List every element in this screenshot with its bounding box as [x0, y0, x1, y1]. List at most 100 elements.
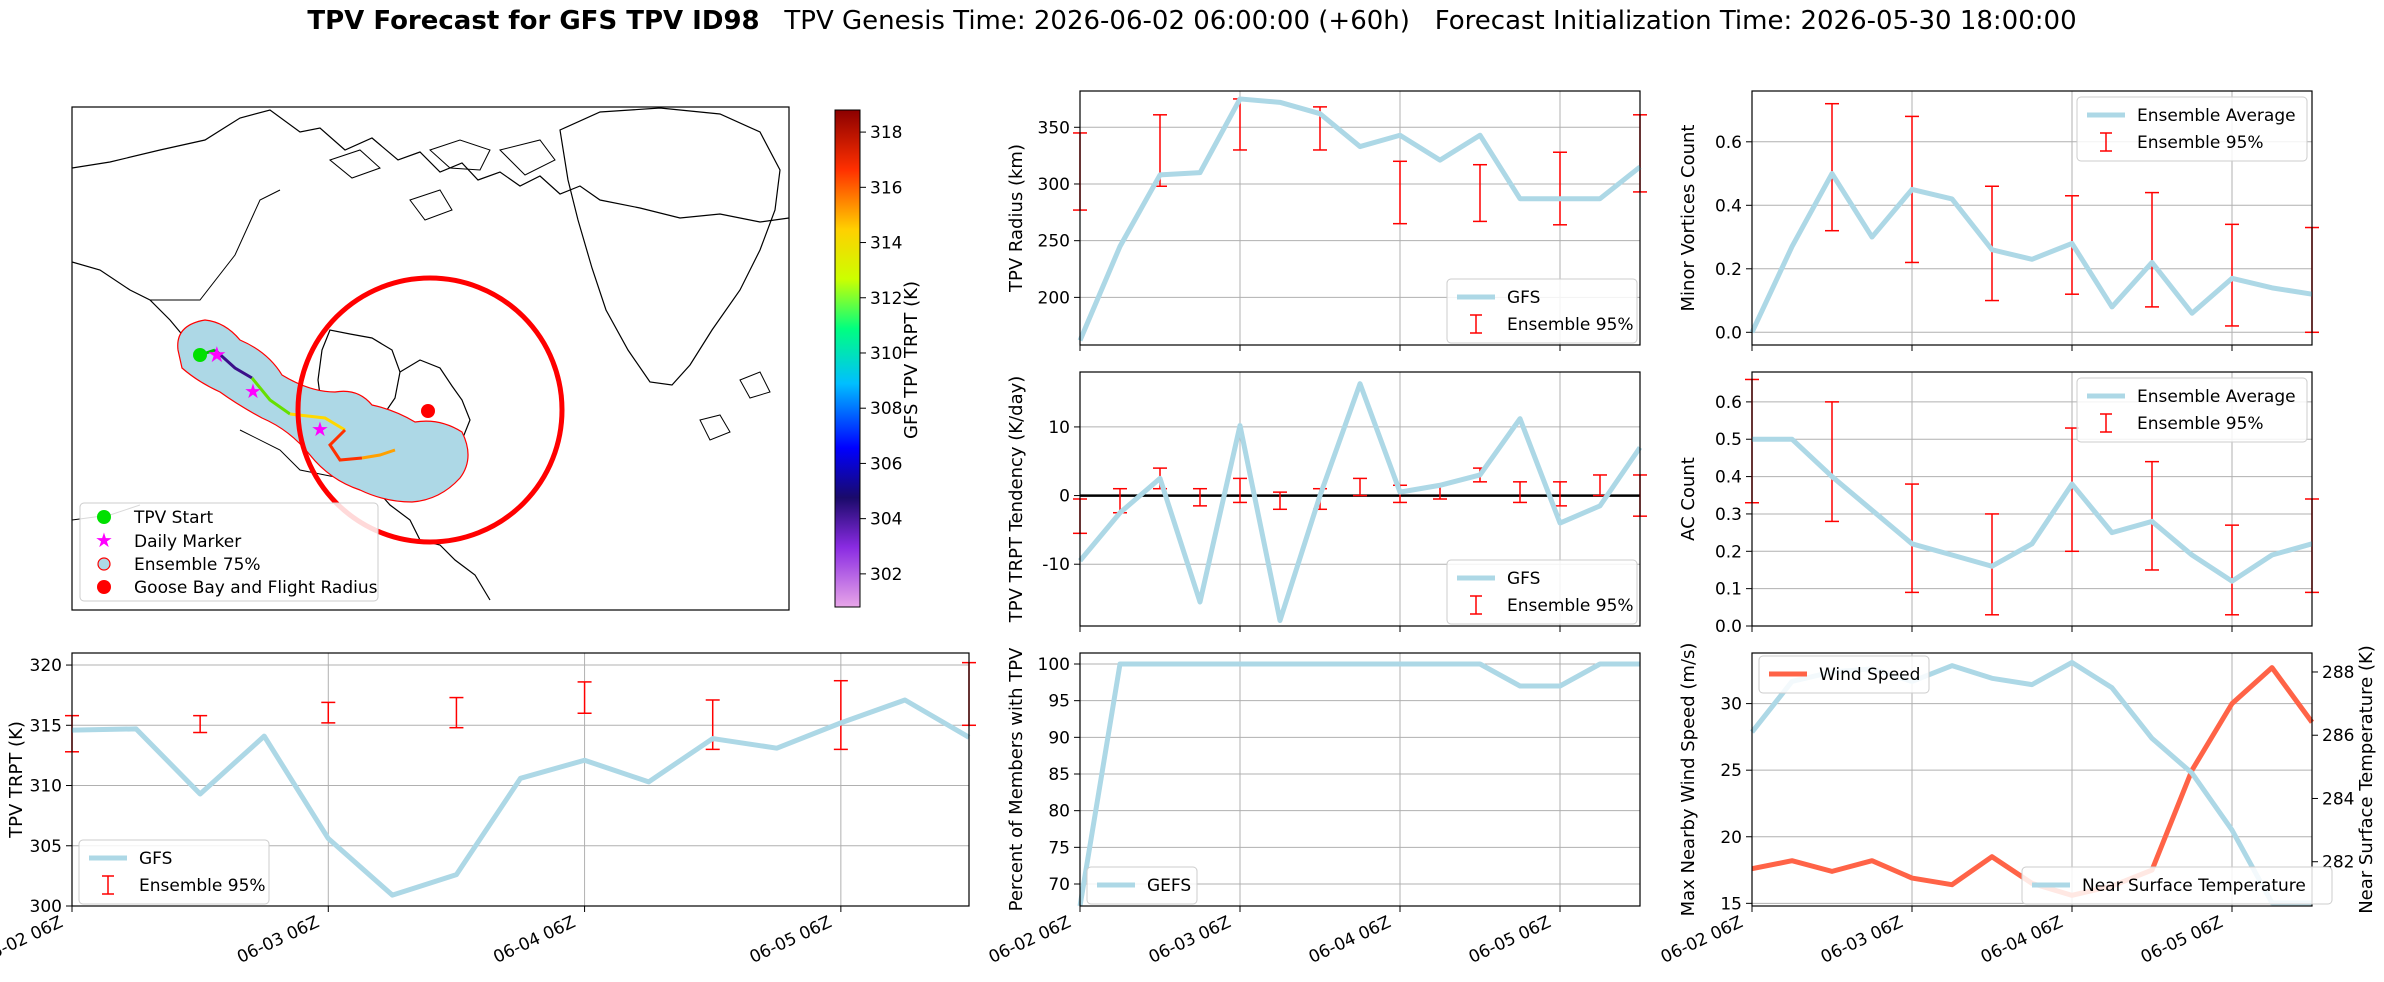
legend-label-wind-0: Near Surface Temperature [2082, 876, 2306, 896]
legend-label-tendency-0: GFS [1507, 569, 1540, 589]
colorbar-label: GFS TPV TRPT (K) [901, 281, 922, 439]
ytick-label-ac-0: 0.0 [1715, 617, 1742, 637]
legend-box [1086, 866, 1198, 905]
chart-radius: 200 250 300 350 TPV Radius (km) GFS Ensemble 9… [1006, 90, 1647, 351]
xtick-label-members-1: 06-03 06Z [1146, 912, 1234, 967]
colorbar-tick-label-6: 306 [870, 454, 902, 474]
legend-ac: Ensemble Average Ensemble 95% [2076, 377, 2308, 443]
errorbar-ac-5 [2145, 460, 2159, 571]
errorbar-trpt-4 [577, 681, 592, 714]
axes-frame-members [1079, 652, 1641, 907]
xtick-label-wind-1: 06-03 06Z [1818, 912, 1906, 967]
ytick-label-minor-2: 0.4 [1715, 196, 1742, 216]
xtick-label-trpt-0: 06-02 06Z [0, 912, 66, 967]
errorbar-tendency-12 [1553, 481, 1567, 507]
ytick2-label-2: 286 [2322, 726, 2354, 746]
ylabel-radius: TPV Radius (km) [1006, 144, 1027, 293]
series-line-radius-0 [1077, 96, 1642, 342]
legend-daily-marker-icon: ★ [95, 528, 113, 552]
track-segment-3 [250, 377, 291, 416]
ytick-label-members-5: 95 [1048, 692, 1070, 712]
legend-tendency: GFS Ensemble 95% [1446, 559, 1638, 625]
ytick-label-wind-2: 25 [1720, 761, 1742, 781]
errorbar-minor-4 [2145, 191, 2159, 308]
legend-label-trpt-0: GFS [139, 849, 172, 869]
daily-marker-1: ★ [207, 343, 227, 368]
xtick-label-members-0: 06-02 06Z [986, 912, 1074, 967]
ytick-label-wind-0: 15 [1720, 894, 1742, 914]
errorbar-minor-2 [1985, 185, 1999, 302]
legend-wind: Near Surface Temperature [2021, 866, 2333, 905]
ytick-label-radius-2: 300 [1038, 175, 1070, 195]
series-line-members-0 [1077, 661, 1640, 907]
ytick-label-tendency-2: 10 [1048, 418, 1070, 438]
ytick-label-trpt-1: 305 [30, 837, 62, 857]
legend-label-wind-0: Wind Speed [1819, 665, 1920, 685]
errorbar-ac-1 [1825, 401, 1839, 523]
ytick-label-members-3: 85 [1048, 765, 1070, 785]
ytick-label-radius-1: 250 [1038, 232, 1070, 252]
ytick-label-ac-3: 0.3 [1715, 505, 1742, 525]
colorbar [834, 109, 861, 608]
series-line-tendency-0 [1078, 381, 1643, 624]
errorbar-minor-0 [1825, 102, 1839, 232]
ylabel-tendency: TPV TRPT Tendency (K/day) [1006, 376, 1027, 624]
legend-label-ac-0: Ensemble Average [2137, 387, 2296, 407]
series-line-minor-0 [1749, 171, 2313, 334]
ytick-label-radius-0: 200 [1038, 288, 1070, 308]
track-segment-2 [213, 348, 253, 380]
errorbar-tendency-11 [1513, 481, 1527, 504]
legend-label-ac-1: Ensemble 95% [2137, 414, 2264, 434]
ytick-label-tendency-1: 0 [1059, 487, 1070, 507]
colorbar-tick-label-3: 312 [870, 289, 902, 309]
errorbar-trpt-1 [193, 714, 208, 734]
xtick-label-wind-0: 06-02 06Z [1658, 912, 1746, 967]
ylabel-minor: Minor Vortices Count [1678, 125, 1699, 312]
track-segment-5 [328, 428, 363, 462]
legend-minor: Ensemble Average Ensemble 95% [2076, 96, 2308, 162]
errorbar-radius-4 [1393, 160, 1407, 225]
track-segment-4 [289, 412, 346, 432]
map-legend-box [79, 502, 379, 602]
axes-frame-minor [1751, 90, 2313, 346]
chart-members: 70 75 80 85 90 95 100 06-02 06Z 06-03 06Z 06-04 0… [986, 647, 1641, 968]
legend-box [1758, 655, 1930, 694]
ylabel-ac: AC Count [1678, 457, 1699, 541]
legend-wind: Wind Speed [1758, 655, 1930, 694]
xtick-label-trpt-3: 06-05 06Z [747, 912, 835, 967]
title-bold: TPV Forecast for GFS TPV ID98 [307, 6, 760, 36]
errorbar-trpt-2 [321, 701, 336, 724]
axes-frame-trpt [71, 652, 970, 907]
figure-title: TPV Forecast for GFS TPV ID98 TPV Genesi… [0, 6, 2384, 36]
errorbar-ac-2 [1905, 483, 1919, 594]
axes-frame-tendency [1079, 371, 1641, 627]
coastline-islands [328, 139, 771, 441]
ytick-label-ac-5: 0.5 [1715, 430, 1742, 450]
legend-radius: GFS Ensemble 95% [1446, 278, 1638, 344]
ylabel2-wind: Near Surface Temperature (K) [2356, 645, 2377, 914]
errorbar-minor-5 [2225, 223, 2239, 327]
xtick-label-trpt-1: 06-03 06Z [234, 912, 322, 967]
ytick-label-trpt-3: 315 [30, 716, 62, 736]
errorbar-tendency-4 [1233, 477, 1247, 504]
ytick-label-minor-1: 0.2 [1715, 260, 1742, 280]
colorbar-tick-label-1: 316 [870, 178, 902, 198]
axes-frame-wind [1751, 652, 2313, 907]
legend-members: GEFS [1086, 866, 1198, 905]
xtick-label-wind-3: 06-05 06Z [2138, 912, 2226, 967]
chart-minor: 0.0 0.2 0.4 0.6 Minor Vortices Count Ensemble… [1678, 90, 2319, 351]
tpv-start-marker [193, 348, 207, 362]
legend-goose-bay: Goose Bay and Flight Radius [134, 578, 378, 598]
series-line-wind-0 [1751, 665, 2315, 898]
ytick-label-tendency-0: -10 [1042, 555, 1070, 575]
legend-box [2076, 96, 2308, 162]
ylabel-trpt: TPV TRPT (K) [6, 721, 27, 839]
errorbar-tendency-13 [1593, 474, 1607, 497]
ytick-label-ac-1: 0.1 [1715, 580, 1742, 600]
legend-label-radius-1: Ensemble 95% [1507, 315, 1634, 335]
coastline-north [72, 109, 789, 223]
legend-tpv-start-icon [97, 510, 111, 524]
ytick-label-trpt-4: 320 [30, 656, 62, 676]
errorbar-ac-6 [2225, 524, 2239, 616]
axes-frame-radius [1079, 90, 1641, 346]
